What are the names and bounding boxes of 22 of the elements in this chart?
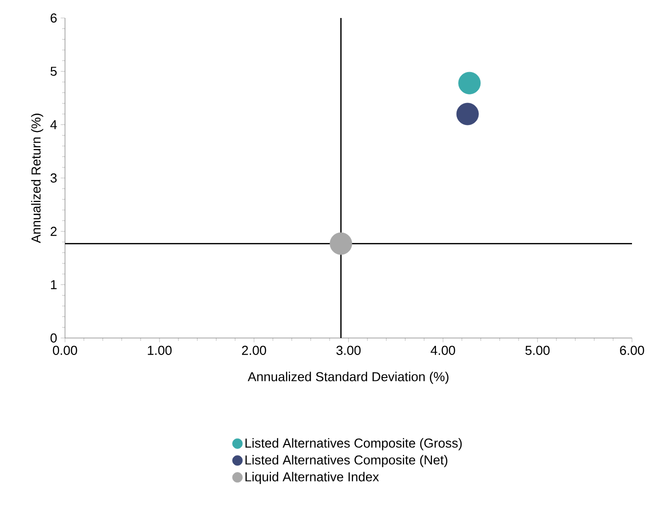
point (456, 102, 479, 126)
legend-label: Listed Alternatives Composite (Net) (246, 455, 448, 468)
x-tick-label: 0.00 (52, 346, 78, 355)
point (458, 72, 481, 94)
x-tick-label: 1.00 (148, 346, 172, 355)
y-tick-label: 6 (50, 13, 57, 23)
y-tick-label: 3 (50, 173, 57, 183)
x-tick-label: 5.00 (525, 346, 550, 355)
x-tick-label: 2.00 (242, 346, 266, 355)
legend-label: Liquid Alternative Index (246, 472, 379, 484)
y-tick-label: 4 (50, 120, 57, 130)
x-axis-title: Annualized Standard Deviation (%) (248, 372, 448, 384)
y-tick-label: 0 (50, 333, 57, 343)
y-axis-title: Annualized Return (%) (31, 114, 44, 244)
x-tick-label: 6.00 (620, 346, 644, 355)
legend-label: Listed Alternatives Composite (Gross) (246, 438, 462, 450)
x-tick-label: 4.00 (430, 346, 456, 355)
x-tick-label: 3.00 (336, 346, 361, 355)
y-tick-label: 5 (50, 66, 57, 76)
y-tick-label: 1 (51, 280, 57, 290)
point (330, 232, 352, 255)
y-tick-label: 2 (50, 226, 57, 236)
